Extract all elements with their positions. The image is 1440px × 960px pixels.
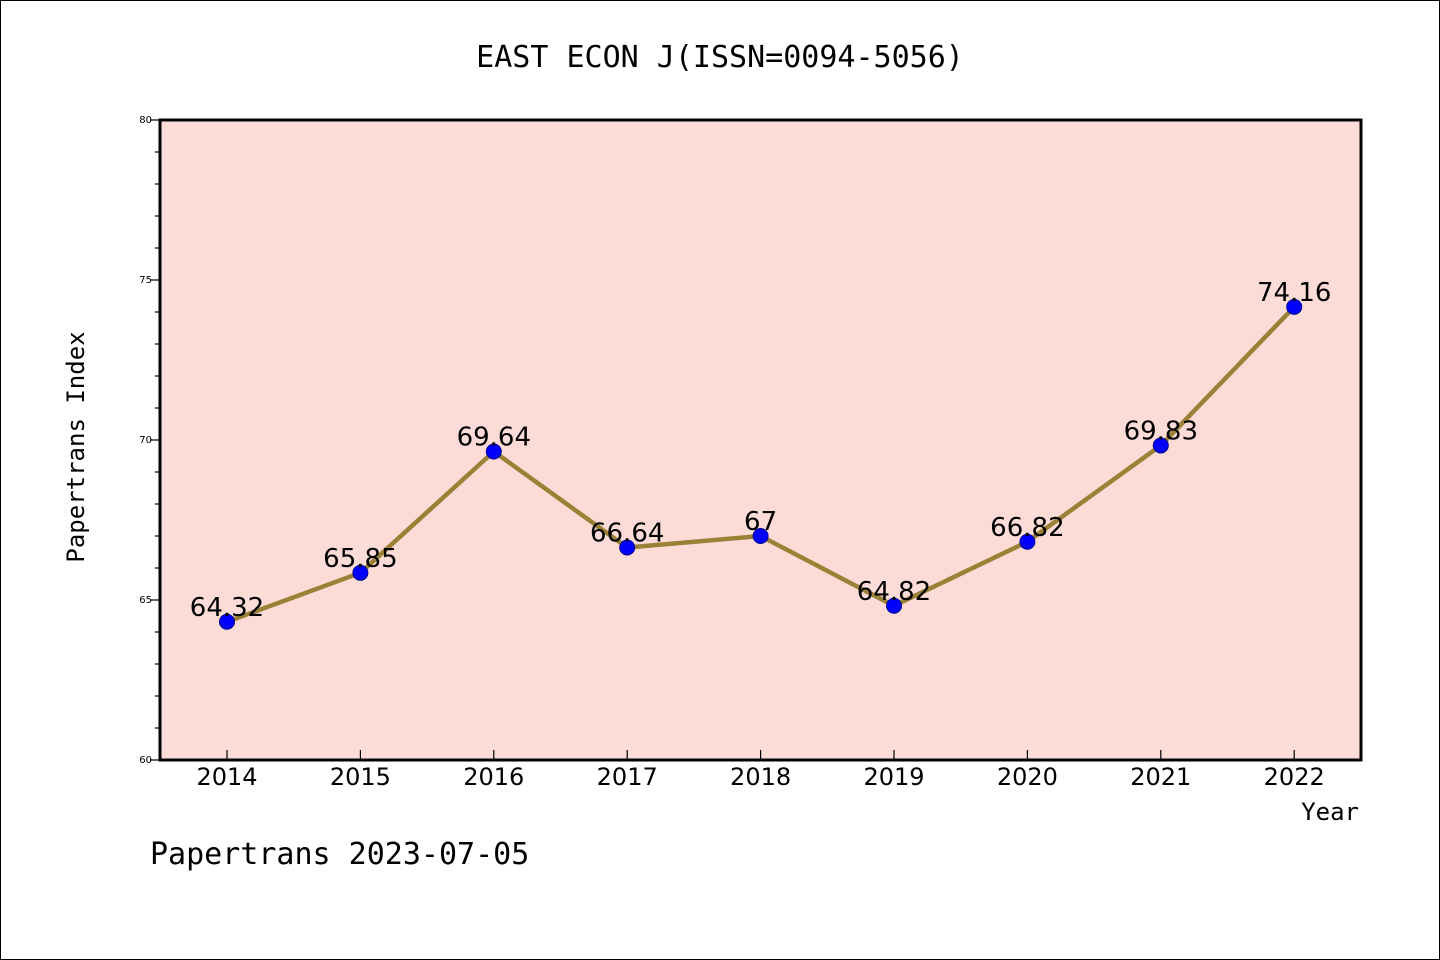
data-label: 66.82 xyxy=(990,513,1064,543)
x-tick-label: 2016 xyxy=(463,763,524,791)
data-point xyxy=(352,564,369,581)
x-tick-label: 2017 xyxy=(597,763,658,791)
y-tick-label: 80 xyxy=(139,115,152,126)
data-labels: 64.32 65.85 69.64 66.64 67 64.82 66.82 69.83 74.… xyxy=(190,278,1332,623)
x-axis-label: Year xyxy=(1301,798,1359,826)
footer-watermark: Papertrans 2023-07-05 xyxy=(150,837,529,872)
data-point xyxy=(886,597,902,614)
y-axis-ticks: 60 65 70 75 80 xyxy=(139,115,160,766)
data-label: 69.64 xyxy=(457,423,531,453)
data-label: 67 xyxy=(744,507,777,537)
data-label: 69.83 xyxy=(1124,416,1198,446)
data-point xyxy=(752,528,769,544)
data-point xyxy=(219,613,235,630)
data-label: 74.16 xyxy=(1257,278,1331,308)
data-point xyxy=(485,443,502,460)
y-tick-label: 70 xyxy=(139,435,152,446)
x-axis-ticks: 2014 2015 2016 2017 2018 2019 2020 2021 2022 xyxy=(196,750,1325,791)
plot-border xyxy=(158,118,1363,762)
x-tick-label: 2019 xyxy=(863,763,924,791)
x-tick-label: 2021 xyxy=(1130,763,1191,791)
y-tick-label: 60 xyxy=(139,755,152,766)
x-tick-label: 2022 xyxy=(1264,763,1325,791)
data-label: 65.85 xyxy=(323,544,397,574)
data-label: 64.82 xyxy=(857,577,931,607)
data-point xyxy=(1152,437,1169,454)
x-tick-label: 2014 xyxy=(196,763,257,791)
data-label: 64.32 xyxy=(190,593,264,623)
x-tick-label: 2020 xyxy=(997,763,1058,791)
data-point xyxy=(1286,298,1303,315)
series-markers xyxy=(219,298,1303,630)
chart-title: EAST ECON J(ISSN=0094-5056) xyxy=(476,40,964,75)
data-label: 66.64 xyxy=(590,519,664,549)
y-axis-label: Papertrans Index xyxy=(62,331,90,562)
x-tick-label: 2015 xyxy=(330,763,391,791)
data-point xyxy=(1019,533,1036,550)
y-tick-label: 75 xyxy=(139,275,152,286)
x-tick-label: 2018 xyxy=(730,763,791,791)
data-point xyxy=(619,539,636,556)
y-tick-label: 65 xyxy=(139,595,152,606)
